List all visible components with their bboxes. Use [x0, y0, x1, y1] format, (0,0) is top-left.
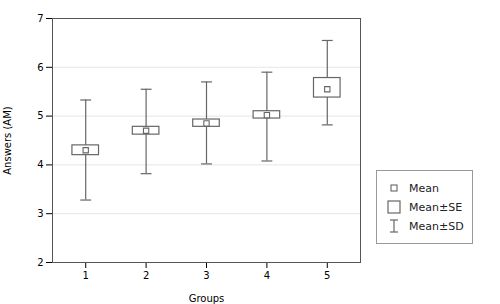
html-text:Mean: Mean — [409, 181, 439, 195]
svg-text:4: 4 — [37, 159, 43, 170]
svg-text:1: 1 — [83, 270, 89, 281]
svg-text:2: 2 — [143, 270, 149, 281]
svg-text:5: 5 — [37, 110, 43, 121]
svg-text:Answers (AM): Answers (AM) — [2, 106, 13, 175]
html-text:Mean±SD: Mean±SD — [409, 219, 464, 233]
html-text:Mean±SE: Mean±SE — [409, 200, 463, 214]
svg-text:5: 5 — [324, 270, 330, 281]
svg-text:Groups: Groups — [189, 293, 225, 304]
svg-text:2: 2 — [37, 257, 43, 268]
svg-text:3: 3 — [203, 270, 209, 281]
svg-text:6: 6 — [37, 62, 43, 73]
svg-text:3: 3 — [37, 208, 43, 219]
svg-text:4: 4 — [264, 270, 270, 281]
svg-text:7: 7 — [37, 13, 43, 24]
